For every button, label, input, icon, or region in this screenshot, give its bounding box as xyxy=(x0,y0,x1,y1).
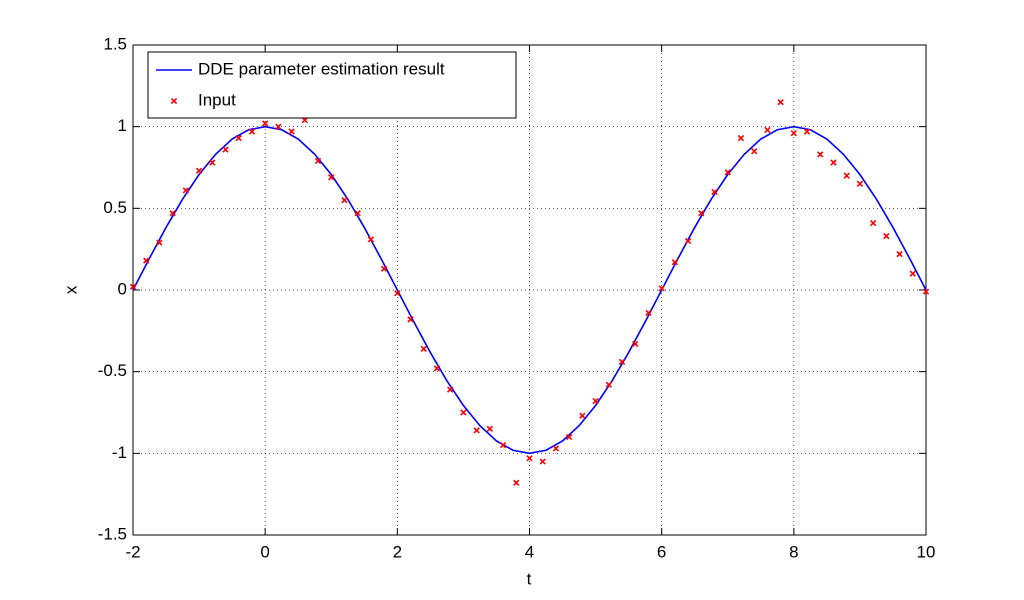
marker xyxy=(539,458,546,465)
y-tick-label: -0.5 xyxy=(98,361,127,380)
marker xyxy=(170,97,178,105)
marker xyxy=(473,427,480,434)
marker xyxy=(314,157,322,165)
marker xyxy=(275,123,282,130)
marker xyxy=(195,167,203,174)
y-tick-label: 1.5 xyxy=(103,34,127,53)
marker xyxy=(407,316,414,323)
marker xyxy=(169,210,176,217)
marker xyxy=(380,265,388,272)
marker xyxy=(632,340,639,348)
marker xyxy=(513,479,520,486)
marker xyxy=(235,134,242,142)
marker xyxy=(328,174,335,181)
y-tick-label: 1 xyxy=(118,116,127,135)
marker xyxy=(354,210,361,217)
marker xyxy=(711,188,718,196)
marker xyxy=(222,146,229,153)
marker xyxy=(896,250,903,258)
x-tick-label: 8 xyxy=(789,542,798,561)
marker xyxy=(777,99,784,106)
marker xyxy=(698,210,705,217)
marker xyxy=(288,128,295,135)
marker xyxy=(248,128,256,135)
marker xyxy=(592,397,599,405)
x-tick-label: 6 xyxy=(657,542,666,561)
series-line xyxy=(132,125,927,455)
marker xyxy=(645,309,652,317)
marker xyxy=(579,412,586,419)
x-axis-label: t xyxy=(527,569,532,588)
y-tick-label: 0.5 xyxy=(103,198,127,217)
marker xyxy=(394,290,401,297)
y-tick-label: -1 xyxy=(112,443,127,462)
legend: DDE parameter estimation result Input xyxy=(147,51,517,119)
y-axis-label: x xyxy=(61,285,80,294)
marker xyxy=(526,455,533,462)
marker xyxy=(605,381,612,388)
marker xyxy=(869,219,877,227)
marker xyxy=(262,120,269,127)
marker xyxy=(499,442,507,449)
marker xyxy=(618,358,626,366)
marker xyxy=(856,180,864,187)
marker xyxy=(671,259,679,266)
marker xyxy=(182,187,190,194)
y-tick-label: -1.5 xyxy=(98,524,127,543)
marker xyxy=(447,386,454,393)
marker xyxy=(830,159,837,166)
legend-label: DDE parameter estimation result xyxy=(198,59,445,78)
x-tick-label: -2 xyxy=(125,542,140,561)
marker xyxy=(486,425,494,432)
marker xyxy=(129,283,137,290)
marker xyxy=(843,172,850,179)
marker xyxy=(751,148,758,155)
marker xyxy=(209,159,216,166)
marker xyxy=(724,169,731,176)
marker xyxy=(156,239,163,246)
x-tick-label: 10 xyxy=(917,542,936,561)
marker xyxy=(684,237,692,245)
marker xyxy=(909,270,916,277)
x-tick-label: 4 xyxy=(525,542,534,561)
marker xyxy=(565,433,573,441)
marker xyxy=(803,128,811,135)
x-tick-label: 0 xyxy=(260,542,269,561)
marker xyxy=(552,445,560,452)
marker xyxy=(658,285,665,292)
marker xyxy=(433,365,441,372)
y-tick-label: 0 xyxy=(118,279,127,298)
marker xyxy=(420,345,427,352)
marker xyxy=(737,134,745,142)
marker xyxy=(367,236,375,243)
marker xyxy=(883,232,890,240)
marker xyxy=(790,130,797,137)
marker xyxy=(341,197,348,204)
legend-box xyxy=(147,51,517,119)
marker xyxy=(817,151,824,158)
marker xyxy=(143,257,150,264)
marker xyxy=(922,288,930,295)
x-tick-label: 2 xyxy=(393,542,402,561)
marker xyxy=(764,126,771,134)
marker xyxy=(460,409,467,416)
legend-label: Input xyxy=(198,90,236,109)
